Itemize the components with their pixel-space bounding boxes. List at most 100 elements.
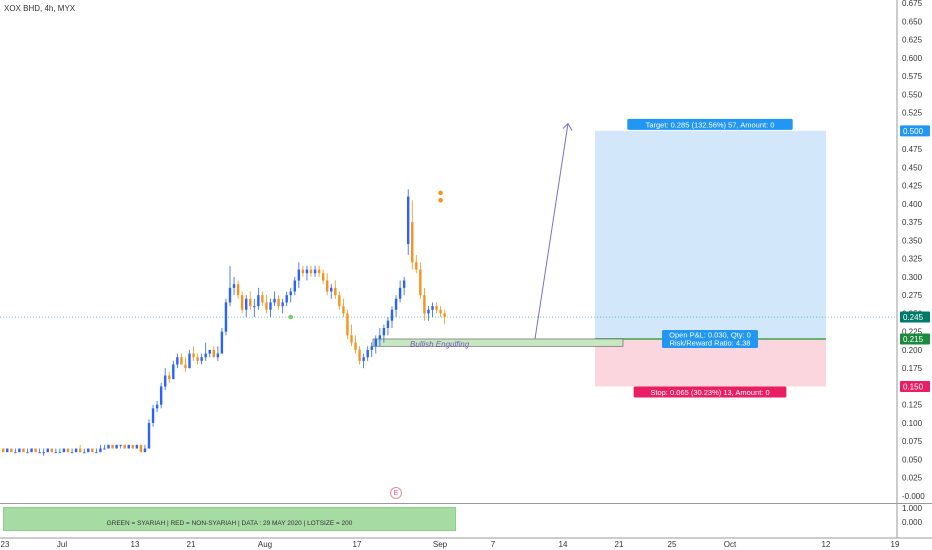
candle-body (30, 448, 33, 453)
candle-body (10, 448, 13, 453)
candlestick-series (2, 189, 446, 456)
candle-body (321, 273, 325, 281)
projection-arrow[interactable] (534, 122, 573, 340)
candle-body (66, 448, 70, 453)
candle-body (346, 313, 349, 336)
price-tick-label: 0.625 (902, 36, 923, 45)
candle-body (419, 269, 422, 296)
candle-body (394, 298, 398, 310)
candle-body (240, 295, 244, 310)
candle (370, 342, 373, 358)
price-badge-entry: 0.215 (903, 335, 924, 344)
signal-dot (288, 314, 294, 320)
candle-body (103, 448, 106, 450)
candle-body (111, 444, 114, 449)
candle (249, 291, 252, 310)
candle (334, 280, 337, 299)
candle (74, 448, 78, 453)
time-tick-label: 19 (891, 540, 900, 549)
time-tick-label: 21 (187, 540, 196, 549)
price-tick-label: 0.300 (902, 273, 923, 282)
bullish-engulfing-pattern[interactable]: Bullish Engulfing (0, 316, 897, 349)
candle (200, 353, 203, 365)
candle (30, 448, 33, 453)
earnings-icon[interactable]: E (390, 487, 402, 499)
candle (127, 444, 130, 449)
candle-body (50, 448, 53, 453)
pnl-label-bg (662, 329, 758, 348)
candle (123, 444, 126, 449)
candle (257, 287, 260, 310)
candle (378, 328, 382, 347)
candle (354, 335, 357, 354)
price-tick-label: 0.350 (902, 236, 923, 245)
price-tick-label: 0.400 (902, 200, 923, 209)
time-tick-label: 23 (1, 540, 10, 549)
candle (143, 444, 147, 453)
price-tick-label: 0.050 (902, 455, 923, 464)
candle (87, 448, 90, 453)
price-tick-label: 0.425 (902, 182, 923, 191)
candle (135, 444, 139, 449)
candle-body (180, 357, 183, 365)
candle (172, 360, 175, 380)
price-tick-label: 0.600 (902, 54, 923, 63)
candle-body (159, 386, 163, 405)
candle (402, 276, 406, 296)
candle (119, 444, 122, 449)
candle (18, 448, 21, 453)
candle (366, 346, 369, 361)
candle-body (164, 375, 167, 387)
candle (228, 265, 232, 307)
candle-body (188, 353, 191, 369)
candle (188, 349, 191, 369)
candle-body (382, 328, 386, 336)
candle-body (42, 452, 45, 454)
candle (297, 262, 301, 288)
candle (350, 324, 353, 347)
candle-body (172, 364, 175, 380)
indicator-legend-bar: GREEN = SYARIAH | RED = NON-SYARIAH | DA… (3, 507, 456, 531)
candle-body (115, 444, 118, 449)
candle (293, 276, 296, 296)
candle (192, 346, 195, 361)
candle-body (212, 349, 215, 358)
candle-body (87, 448, 90, 453)
candle-body (119, 444, 122, 446)
candle-body (228, 287, 232, 303)
price-tick-label: 0.475 (902, 145, 923, 154)
candle-body (123, 444, 126, 449)
time-axis[interactable]: 23 Jul 13 21 Aug 17 Sep 7 14 21 25 Oct 12 19 (1, 540, 900, 549)
arrow-head (562, 122, 573, 131)
candle-body (232, 284, 236, 288)
candle-body (135, 444, 139, 449)
candle (285, 291, 288, 307)
candle (204, 342, 207, 361)
time-tick-label: 25 (668, 540, 677, 549)
candle-body (354, 342, 357, 350)
candle-body (374, 338, 377, 347)
pane-separator[interactable] (0, 503, 932, 504)
candle-body (439, 309, 442, 314)
candle-body (289, 291, 292, 296)
candle (139, 444, 143, 453)
candle-body (402, 280, 406, 288)
candle (313, 265, 317, 277)
long-position-tool[interactable] (595, 130, 826, 387)
candle-body (236, 284, 240, 296)
price-tick-label: 0.125 (902, 401, 923, 410)
candle (398, 280, 402, 303)
candle-body (443, 313, 446, 318)
candle (419, 262, 422, 299)
candle-body (34, 448, 37, 453)
candle-body (378, 335, 382, 339)
candle (26, 448, 29, 454)
price-tick-label: 0.025 (902, 474, 923, 483)
candle-body (38, 452, 41, 454)
candle (62, 448, 66, 453)
price-tick-label: 0.200 (902, 346, 923, 355)
price-badge-bg (900, 333, 930, 345)
price-axis[interactable]: 0.675 0.650 0.625 0.600 0.575 0.550 0.525 0.500… (902, 0, 925, 527)
candle-body (407, 196, 410, 245)
